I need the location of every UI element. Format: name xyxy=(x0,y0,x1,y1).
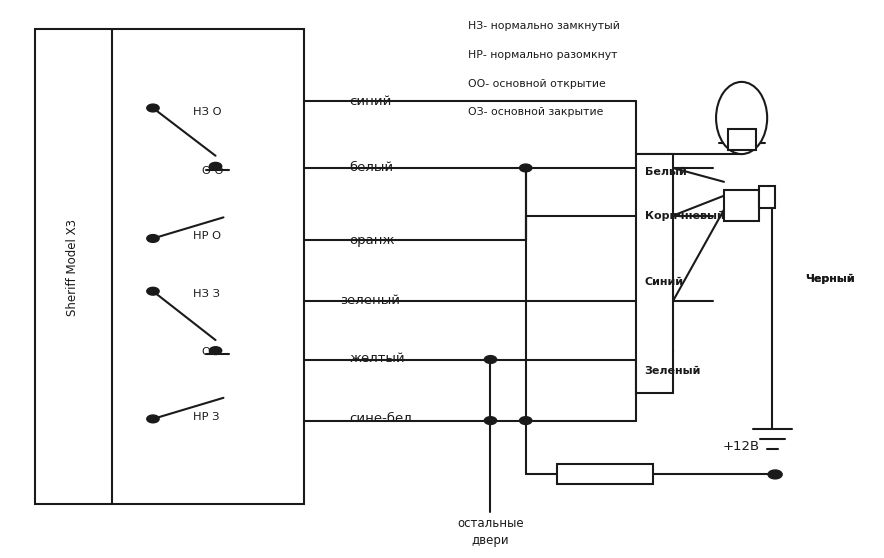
Bar xyxy=(34,29,303,504)
Circle shape xyxy=(210,162,222,170)
Text: НЗ З: НЗ З xyxy=(194,289,220,299)
Circle shape xyxy=(768,470,782,479)
Bar xyxy=(557,464,653,484)
Circle shape xyxy=(147,104,159,112)
Text: +12В: +12В xyxy=(723,440,760,453)
Bar xyxy=(724,190,759,221)
Text: ОО- основной открытие: ОО- основной открытие xyxy=(469,79,606,89)
Text: белый: белый xyxy=(349,161,393,175)
Bar xyxy=(636,154,673,393)
Text: остальные: остальные xyxy=(457,517,524,530)
Text: зеленый: зеленый xyxy=(340,294,400,306)
Circle shape xyxy=(520,164,532,172)
Text: Синий: Синий xyxy=(644,277,683,287)
Bar xyxy=(759,186,775,208)
Text: Зеленый: Зеленый xyxy=(644,365,701,376)
Circle shape xyxy=(520,417,532,425)
Text: О З: О З xyxy=(202,347,222,357)
Circle shape xyxy=(210,347,222,354)
Text: НЗ О: НЗ О xyxy=(194,108,222,117)
Circle shape xyxy=(484,417,497,425)
Bar xyxy=(728,128,756,150)
Circle shape xyxy=(484,355,497,363)
Text: Белый: Белый xyxy=(644,167,687,177)
Text: НР З: НР З xyxy=(194,412,220,422)
Text: Sheriff Model X3: Sheriff Model X3 xyxy=(66,219,80,316)
Circle shape xyxy=(147,415,159,423)
Text: синий: синий xyxy=(349,95,392,108)
Ellipse shape xyxy=(716,82,767,154)
Text: Коричневый: Коричневый xyxy=(644,211,724,221)
Circle shape xyxy=(147,234,159,242)
Text: НР О: НР О xyxy=(194,230,222,240)
Text: Черный: Черный xyxy=(805,274,855,284)
Text: оранж: оранж xyxy=(349,234,395,247)
Text: О О: О О xyxy=(202,166,224,176)
Text: Черный: Черный xyxy=(805,274,855,284)
Text: НР- нормально разомкнут: НР- нормально разомкнут xyxy=(469,50,618,60)
Text: сине-бел: сине-бел xyxy=(349,412,412,425)
Text: ОЗ- основной закрытие: ОЗ- основной закрытие xyxy=(469,108,604,117)
Circle shape xyxy=(147,287,159,295)
Text: двери: двери xyxy=(472,535,509,547)
Text: желтый: желтый xyxy=(349,353,405,365)
Text: НЗ- нормально замкнутый: НЗ- нормально замкнутый xyxy=(469,21,621,31)
